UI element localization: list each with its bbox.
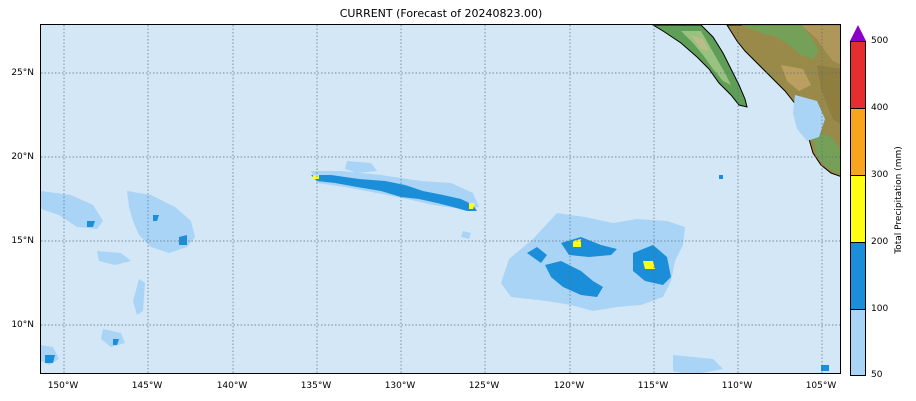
y-tick-label: 20°N	[11, 152, 34, 162]
colorbar-tick-label: 100	[871, 304, 889, 314]
x-tick-label: 150°W	[47, 381, 79, 391]
precip-heavy-areas	[313, 175, 655, 269]
x-tick-label: 105°W	[805, 381, 837, 391]
colorbar-tick-label: 50	[871, 370, 883, 380]
colorbar-segment-50-100	[850, 309, 866, 376]
x-tick-label: 125°W	[468, 381, 500, 391]
colorbar-tick-label: 300	[871, 170, 889, 180]
y-tick-label: 25°N	[11, 68, 34, 78]
map-canvas	[41, 25, 840, 373]
colorbar-segment-300-400	[850, 108, 866, 176]
y-tick-label: 10°N	[11, 320, 34, 330]
land-baja-california	[652, 25, 748, 108]
gridlines	[41, 25, 840, 373]
colorbar	[850, 25, 866, 376]
colorbar-segment-400-500	[850, 41, 866, 109]
colorbar-extend-arrow	[850, 25, 866, 41]
colorbar-tick-label: 400	[871, 103, 889, 113]
colorbar-tick-label: 200	[871, 237, 889, 247]
x-tick-label: 130°W	[384, 381, 416, 391]
x-tick-label: 110°W	[721, 381, 753, 391]
x-tick-label: 135°W	[300, 381, 332, 391]
x-tick-label: 115°W	[637, 381, 669, 391]
colorbar-segment-200-300	[850, 175, 866, 243]
map-panel	[40, 24, 841, 374]
x-tick-label: 145°W	[131, 381, 163, 391]
colorbar-title: Total Precipitation (mm)	[894, 146, 904, 254]
figure-title: CURRENT (Forecast of 20240823.00)	[339, 7, 543, 20]
y-tick-label: 15°N	[11, 236, 34, 246]
x-tick-label: 120°W	[553, 381, 585, 391]
colorbar-segment-100-200	[850, 242, 866, 310]
colorbar-tick-label: 500	[871, 36, 889, 46]
x-tick-label: 140°W	[216, 381, 248, 391]
